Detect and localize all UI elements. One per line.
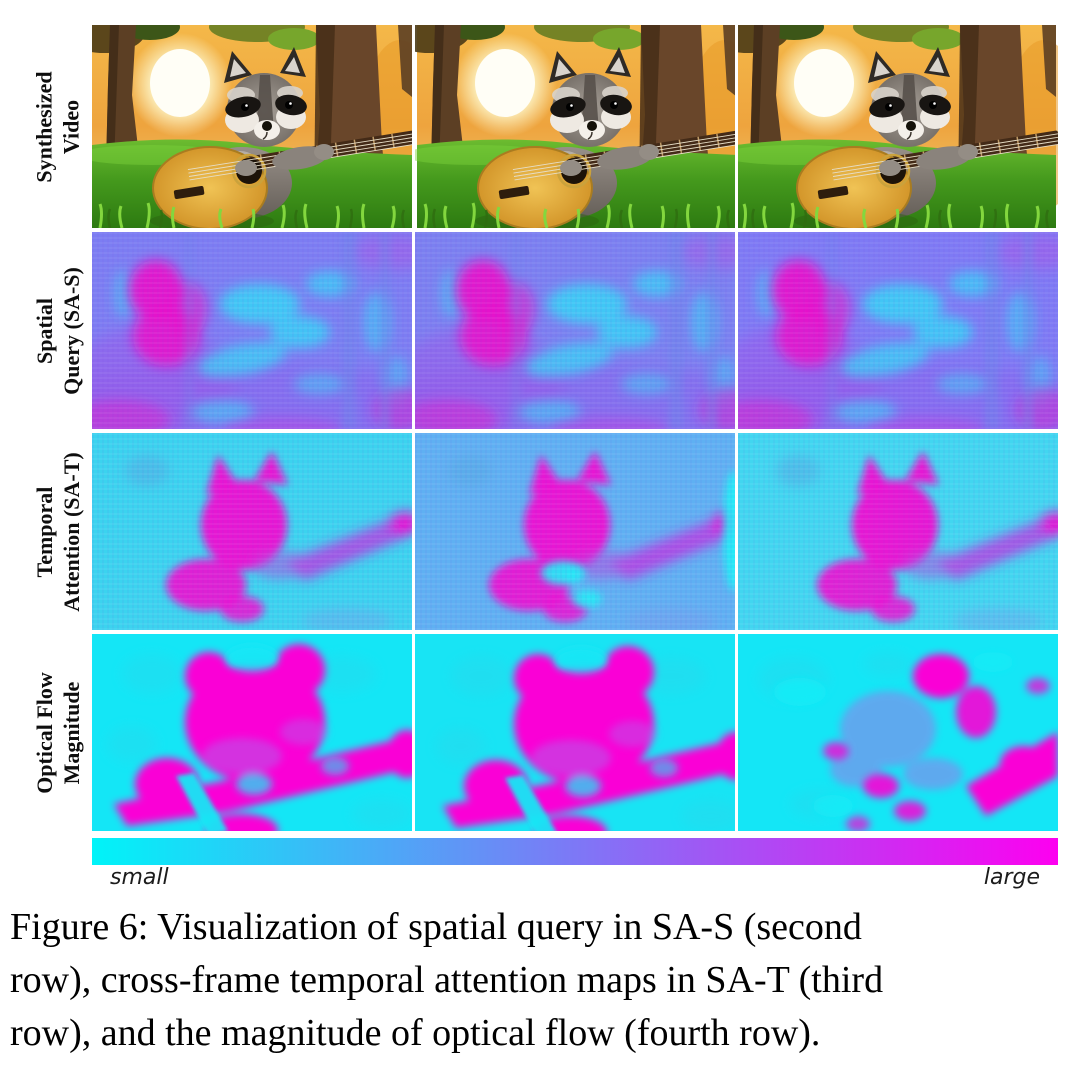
raccoon-guitar-illustration	[92, 25, 412, 228]
caption-line: row), and the magnitude of optical flow …	[10, 1012, 821, 1054]
temporal-attention-heatmap	[92, 433, 412, 630]
temporal-attention-heatmap	[415, 433, 735, 630]
figure-caption: Figure 6: Visualization of spatial query…	[10, 901, 1076, 1060]
optical-flow-map-2	[415, 634, 735, 831]
row-label-line: Synthesized	[32, 70, 57, 183]
caption-line: Figure 6: Visualization of spatial query…	[10, 906, 862, 948]
colorbar-label-small: small	[110, 864, 169, 890]
row-label-line: Video	[59, 99, 84, 154]
colorbar-labels: small large	[92, 863, 1058, 891]
spatial-query-heatmap	[92, 232, 412, 429]
row-label-line: Temporal	[32, 486, 57, 577]
row-label-synthesized-video: Synthesized Video	[0, 25, 92, 228]
sa-t-map-2	[415, 433, 735, 630]
row-label-line: Query (SA-S)	[59, 266, 84, 395]
row-label-optical-flow: Optical Flow Magnitude	[0, 634, 92, 831]
spatial-query-heatmap	[415, 232, 735, 429]
optical-flow-map-3	[738, 634, 1058, 831]
row-label-spatial-query: Spatial Query (SA-S)	[0, 232, 92, 429]
optical-flow-heatmap	[92, 634, 412, 831]
optical-flow-map-1	[92, 634, 412, 831]
sa-t-map-1	[92, 433, 412, 630]
sa-t-map-3	[738, 433, 1058, 630]
optical-flow-heatmap	[415, 634, 735, 831]
sa-s-map-2	[415, 232, 735, 429]
raccoon-guitar-illustration	[415, 25, 735, 228]
caption-line: row), cross-frame temporal attention map…	[10, 959, 884, 1001]
sa-s-map-1	[92, 232, 412, 429]
raccoon-guitar-illustration	[738, 25, 1058, 228]
temporal-attention-heatmap	[738, 433, 1058, 630]
colorbar-label-large: large	[983, 864, 1040, 890]
row-label-line: Optical Flow	[32, 671, 58, 794]
sa-s-map-3	[738, 232, 1058, 429]
row-label-line: Attention (SA-T)	[59, 451, 84, 612]
optical-flow-heatmap	[738, 634, 1058, 831]
row-label-line: Magnitude	[59, 681, 85, 784]
row-label-line: Spatial	[32, 297, 57, 364]
row-label-temporal-attention: Temporal Attention (SA-T)	[0, 433, 92, 630]
synthesized-video-frame-1	[92, 25, 412, 228]
colorbar-gradient	[92, 838, 1058, 865]
synthesized-video-frame-3	[738, 25, 1058, 228]
synthesized-video-frame-2	[415, 25, 735, 228]
spatial-query-heatmap	[738, 232, 1058, 429]
